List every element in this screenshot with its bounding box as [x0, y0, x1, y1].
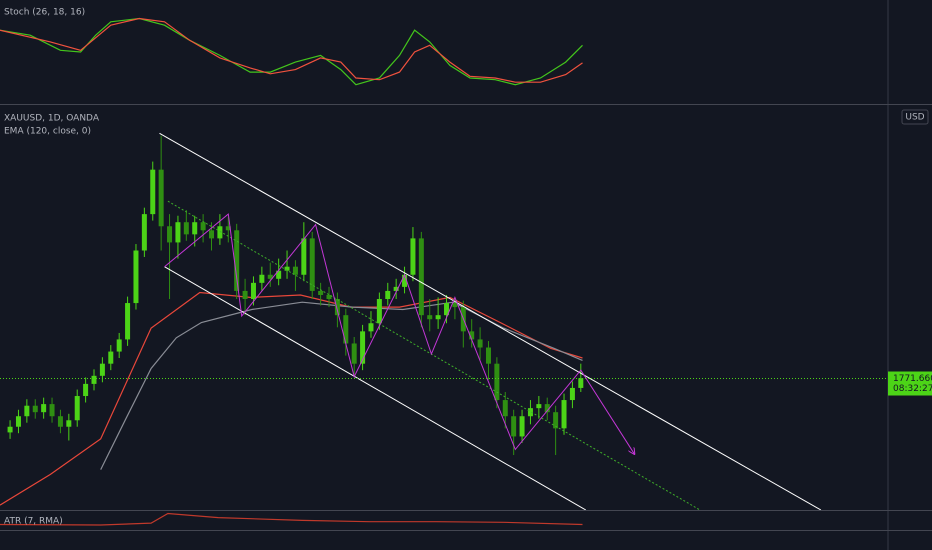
candle-body [15, 416, 21, 427]
candle-body [301, 238, 307, 275]
candle-body [351, 343, 357, 364]
candle-body [402, 274, 408, 287]
candle-body [74, 396, 80, 421]
candle-body [511, 416, 517, 437]
candle-body [284, 266, 290, 271]
candle-body [175, 222, 181, 243]
labels: Stoch (26, 18, 16) XAUUSD, 1D, OANDA EMA… [4, 8, 932, 527]
candle-body [125, 303, 131, 340]
candle-body [502, 400, 508, 417]
last-price-label: 1771.660 [893, 374, 932, 384]
symbol-title: XAUUSD, 1D, OANDA [4, 114, 100, 124]
marks [0, 17, 888, 526]
candle-body [326, 294, 332, 300]
candle-body [469, 331, 475, 340]
moving-average-line [0, 291, 583, 506]
candle-body [108, 351, 114, 364]
currency-badge[interactable] [901, 109, 929, 125]
candle-body [91, 375, 97, 384]
candle-body [57, 416, 63, 427]
candle-body [133, 250, 139, 304]
candle-body [385, 290, 391, 300]
candle-body [485, 347, 491, 364]
candle-body [49, 404, 55, 417]
candle-body [318, 290, 324, 295]
candle-body [334, 299, 340, 316]
candle-body [494, 363, 500, 401]
candle-body [66, 420, 72, 427]
candle-body [116, 339, 122, 352]
moving-average-line [100, 301, 583, 470]
indicator-line [0, 17, 583, 86]
ema-label: EMA (120, close, 0) [4, 127, 91, 137]
candle-body [234, 230, 240, 291]
candle-body [452, 303, 458, 308]
candle-body [267, 274, 273, 279]
stoch-title: Stoch (26, 18, 16) [4, 8, 85, 18]
candle-body [410, 238, 416, 275]
candle-body [158, 169, 164, 227]
candle-body [309, 238, 315, 291]
candle-body [376, 299, 382, 324]
candle-body [477, 339, 483, 348]
trend-drawing [164, 266, 587, 511]
candle-body [150, 169, 156, 215]
candle-body [292, 266, 298, 275]
candle-body [527, 408, 533, 417]
candle-body [24, 405, 30, 417]
candle-body [209, 230, 215, 239]
candle-body [250, 282, 256, 300]
candle-body [360, 331, 366, 364]
candle-body [183, 222, 189, 235]
candle-body [41, 404, 47, 413]
candle-body [83, 383, 89, 397]
candle-body [544, 404, 550, 413]
candle-body [192, 222, 198, 235]
candle-body [225, 226, 231, 231]
candle-body [444, 303, 450, 316]
candle-body [167, 226, 173, 243]
candle-body [418, 238, 424, 316]
candle-body [276, 270, 282, 279]
candle-body [427, 315, 433, 320]
candle-body [7, 426, 13, 433]
trend-drawing [164, 213, 635, 454]
candle-body [200, 222, 206, 231]
candle-body [561, 400, 567, 429]
candle-body [519, 416, 525, 437]
candle-body [569, 387, 575, 401]
last-price-badge [888, 371, 932, 396]
candle-body [435, 315, 441, 320]
candle-body [553, 412, 559, 429]
trend-drawing [167, 200, 701, 511]
candle-body [343, 315, 349, 344]
candle-body [393, 286, 399, 291]
indicator-line [0, 512, 583, 526]
candle-body [242, 290, 248, 300]
candle-body [32, 405, 38, 413]
candle-body [578, 378, 584, 388]
currency-label[interactable]: USD [905, 113, 924, 123]
candle-body [217, 226, 223, 239]
candle-body [536, 404, 542, 409]
trend-drawing [159, 132, 822, 511]
bar-countdown: 08:32:27 [893, 384, 932, 394]
candle-body [99, 363, 105, 376]
indicator-line [0, 17, 583, 83]
candle-body [259, 274, 265, 283]
candle-body [368, 323, 374, 332]
atr-title: ATR (7, RMA) [4, 517, 63, 527]
candle-body [141, 214, 147, 251]
